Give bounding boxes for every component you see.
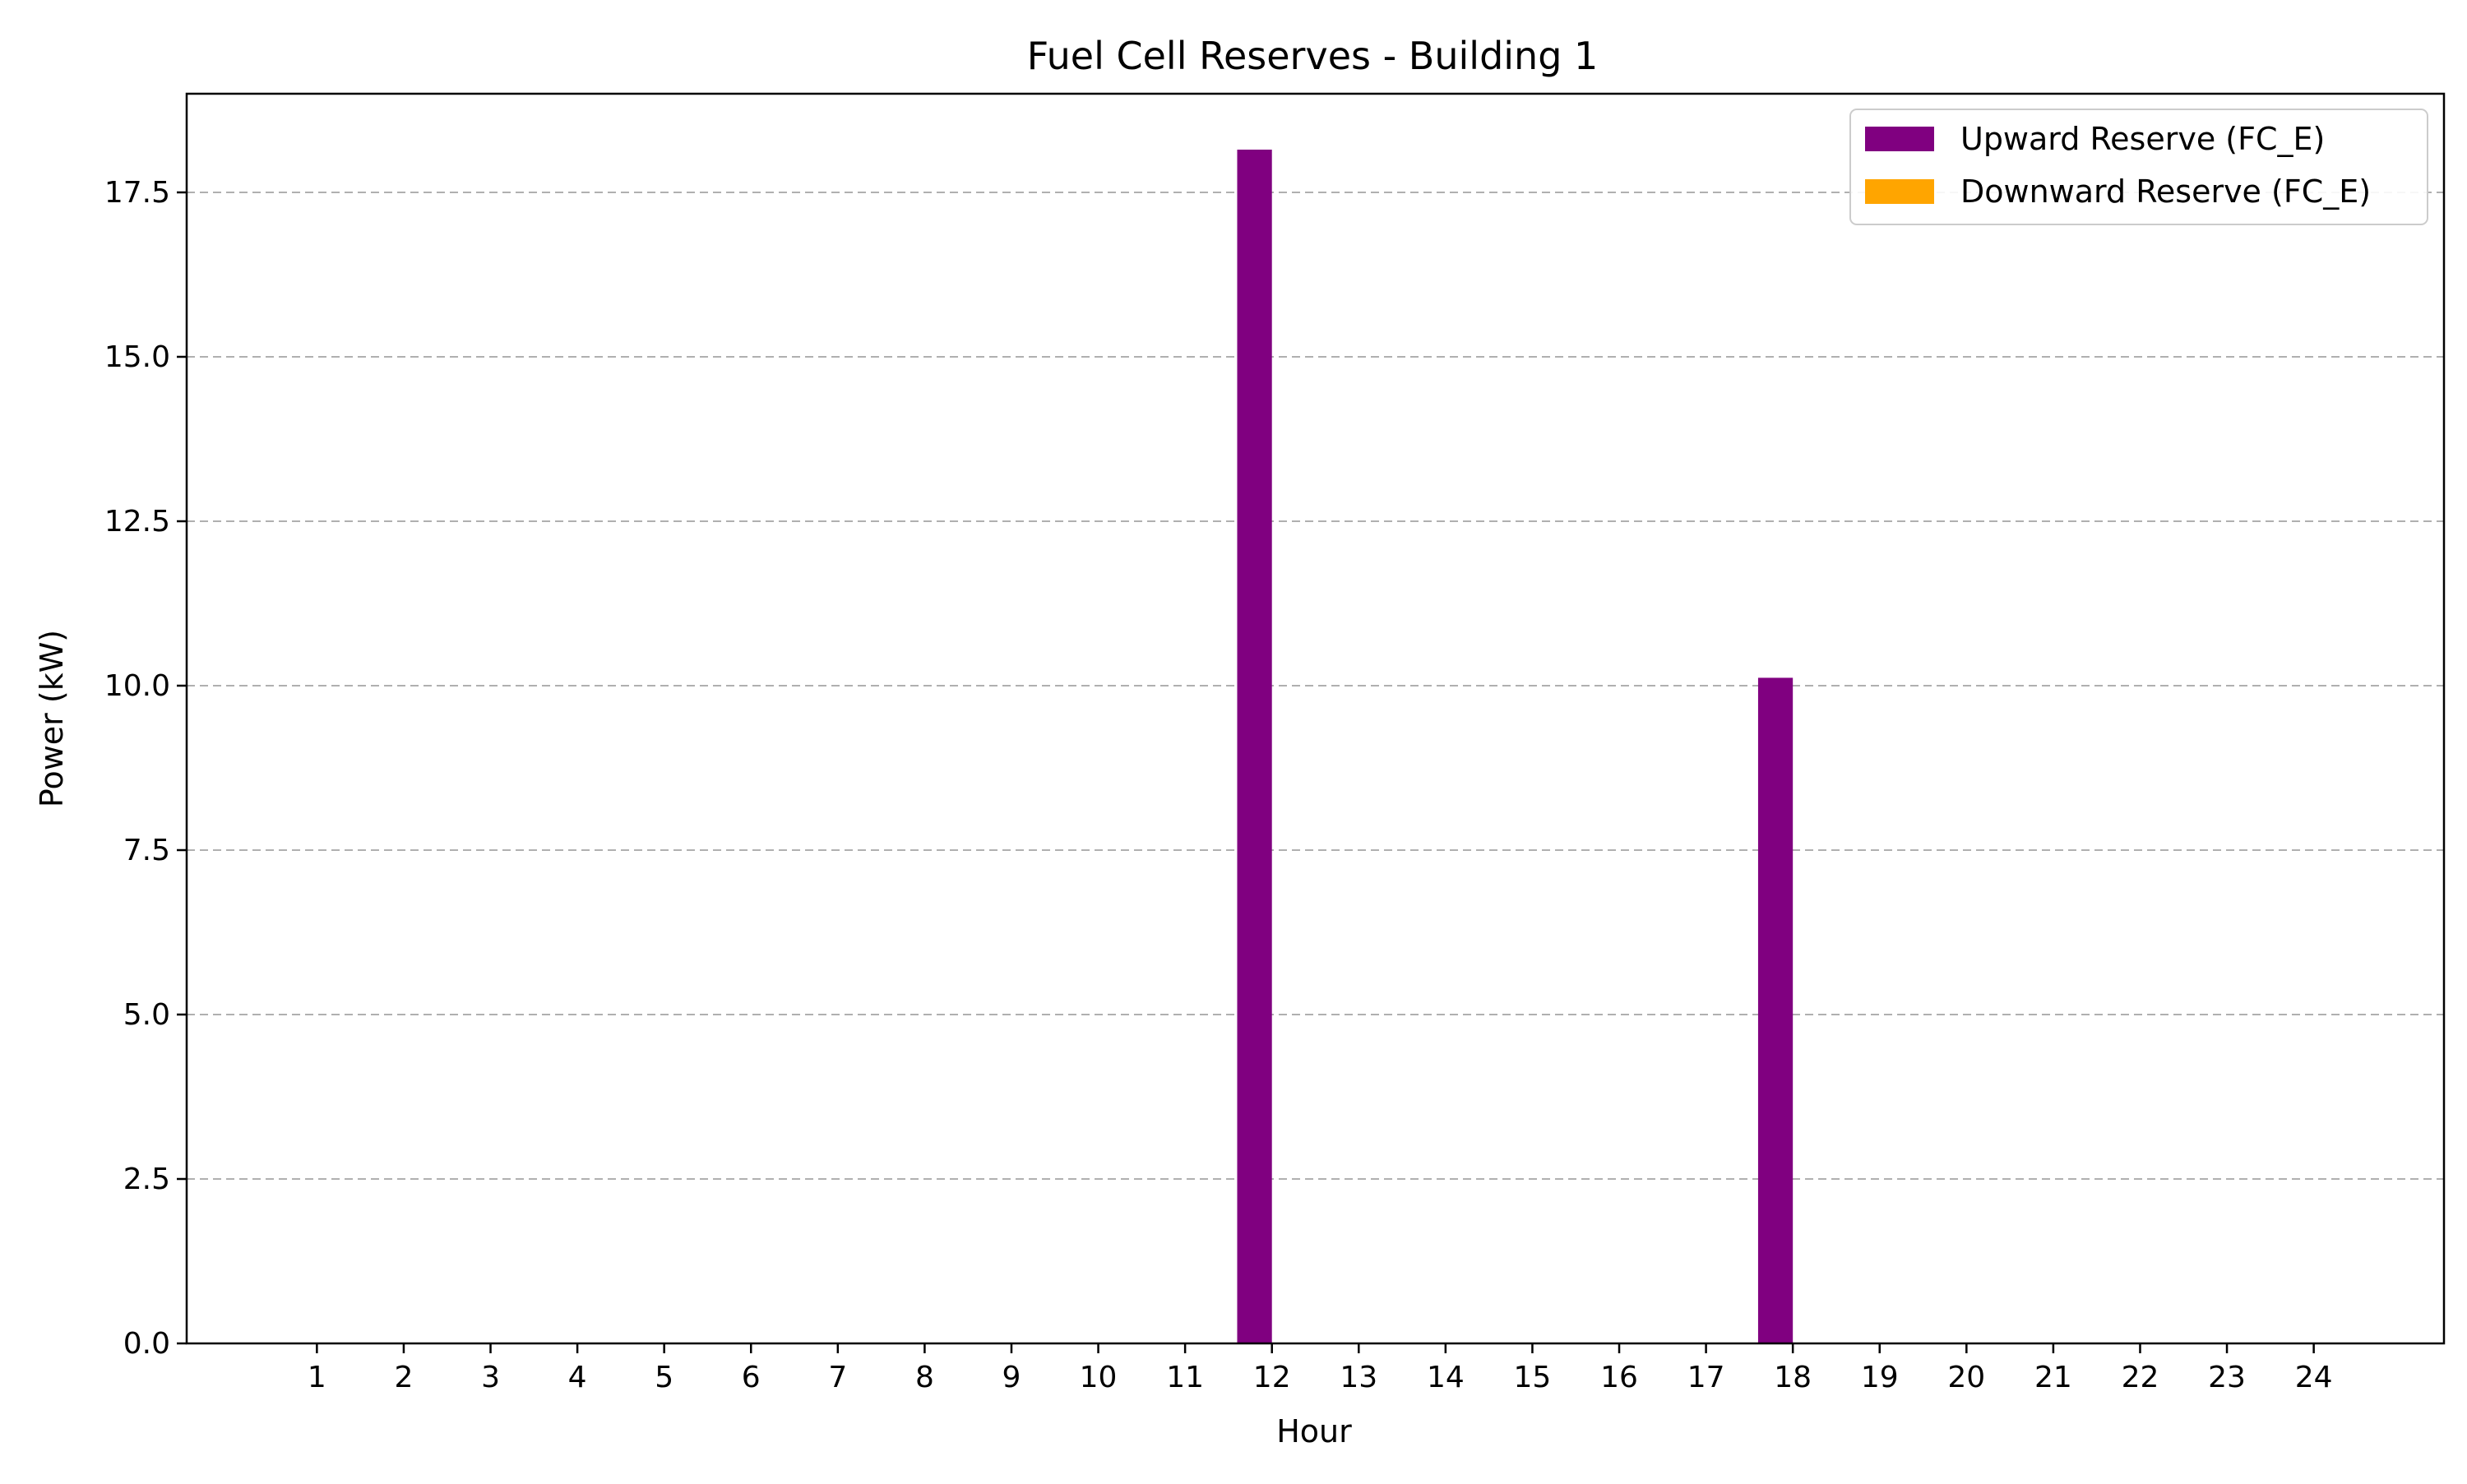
y-tick-label: 5.0 xyxy=(123,998,170,1032)
x-axis-label: Hour xyxy=(1276,1413,1352,1449)
x-tick-label: 15 xyxy=(1514,1361,1552,1394)
chart-title: Fuel Cell Reserves - Building 1 xyxy=(1027,34,1599,78)
gridlines xyxy=(187,192,2444,1180)
x-tick-label: 3 xyxy=(481,1361,500,1394)
x-tick-label: 10 xyxy=(1080,1361,1118,1394)
x-tick-label: 4 xyxy=(568,1361,587,1394)
y-tick-label: 7.5 xyxy=(123,834,170,867)
legend-swatch-downward xyxy=(1865,179,1934,204)
x-tick-label: 6 xyxy=(742,1361,761,1394)
x-tick-label: 9 xyxy=(1002,1361,1021,1394)
legend-swatch-upward xyxy=(1865,127,1934,151)
x-tick-label: 2 xyxy=(394,1361,413,1394)
y-tick-label: 2.5 xyxy=(123,1163,170,1196)
x-tick-label: 19 xyxy=(1861,1361,1899,1394)
x-tick-label: 18 xyxy=(1774,1361,1812,1394)
x-tick-label: 23 xyxy=(2208,1361,2246,1394)
y-tick-label: 12.5 xyxy=(104,505,170,539)
y-tick-label: 0.0 xyxy=(123,1327,170,1361)
x-axis-ticks: 1 2 3 4 5 6 7 8 9 10 11 12 13 14 15 16 17 18 19 20 21 22 23 24 xyxy=(308,1343,2333,1394)
bar-upward-reserve xyxy=(1237,150,1272,1343)
bar-upward-reserve xyxy=(1757,677,1794,1343)
x-tick-label: 24 xyxy=(2295,1361,2333,1394)
x-tick-label: 22 xyxy=(2122,1361,2159,1394)
y-axis-ticks: 0.0 2.5 5.0 7.5 10.0 12.5 15.0 17.5 xyxy=(104,176,187,1361)
x-tick-label: 21 xyxy=(2034,1361,2072,1394)
x-tick-label: 20 xyxy=(1947,1361,1985,1394)
legend-box xyxy=(1849,109,2428,225)
x-tick-label: 1 xyxy=(308,1361,326,1394)
y-axis-label: Power (kW) xyxy=(34,630,70,807)
x-tick-label: 13 xyxy=(1340,1361,1377,1394)
y-tick-label: 17.5 xyxy=(104,176,170,210)
x-tick-label: 17 xyxy=(1687,1361,1725,1394)
y-tick-label: 15.0 xyxy=(104,340,170,374)
bars xyxy=(1237,150,1794,1343)
x-tick-label: 11 xyxy=(1166,1361,1204,1394)
x-tick-label: 7 xyxy=(828,1361,847,1394)
x-tick-label: 16 xyxy=(1600,1361,1638,1394)
legend-label-downward: Downward Reserve (FC_E) xyxy=(1960,173,2371,210)
x-tick-label: 5 xyxy=(655,1361,673,1394)
y-tick-label: 10.0 xyxy=(104,669,170,703)
x-tick-label: 14 xyxy=(1427,1361,1465,1394)
legend-label-upward: Upward Reserve (FC_E) xyxy=(1960,121,2325,157)
plot-frame xyxy=(185,92,2446,1345)
x-tick-label: 8 xyxy=(915,1361,934,1394)
x-tick-label: 12 xyxy=(1253,1361,1291,1394)
legend: Upward Reserve (FC_E) Downward Reserve (… xyxy=(1849,109,2428,225)
